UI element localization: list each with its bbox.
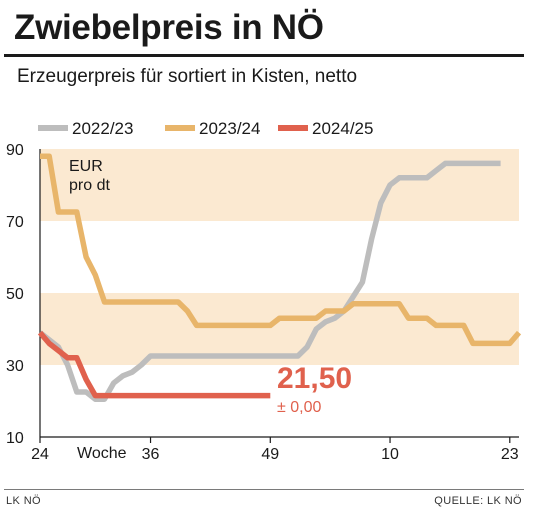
current-value-annotation: 21,50: [277, 362, 352, 395]
chart-title: Zwiebelpreis in NÖ: [14, 8, 324, 47]
y-tick-label: 50: [6, 286, 24, 303]
y-tick-label: 10: [6, 430, 24, 447]
legend-label: 2022/23: [72, 119, 133, 138]
shaded-bands: [40, 149, 519, 365]
band-0: [40, 149, 519, 221]
y-tick-label: 30: [6, 358, 24, 375]
x-axis-label: Woche: [77, 445, 127, 462]
unit-label-line1: EUR: [69, 158, 103, 175]
y-tick-label: 70: [6, 214, 24, 231]
x-tick-label: 49: [261, 446, 279, 463]
band-1: [40, 293, 519, 365]
series-line-2023-24: [40, 153, 522, 347]
series-lines: [37, 153, 522, 402]
x-tick-label: 24: [31, 446, 49, 463]
footer-rule: [4, 489, 524, 490]
footer-source-right: QUELLE: LK NÖ: [434, 495, 522, 507]
x-tick-label: 36: [142, 446, 160, 463]
line-chart: 10 30 50 70 90 24 36 49 10 23 2022/23 2023/24 2024…: [6, 119, 522, 463]
series-line-2024-25: [37, 330, 271, 399]
x-tick-label: 10: [381, 446, 399, 463]
title-rule: [4, 54, 524, 57]
series-line-2022-23: [38, 160, 501, 402]
legend-label: 2023/24: [199, 119, 260, 138]
chart-subtitle: Erzeugerpreis für sortiert in Kisten, ne…: [17, 66, 358, 87]
change-annotation: ± 0,00: [277, 399, 321, 416]
legend: 2022/23 2023/24 2024/25: [38, 119, 373, 138]
x-tick-label: 23: [501, 446, 519, 463]
chart-axes: [39, 149, 519, 438]
footer-source-left: LK NÖ: [6, 495, 42, 507]
y-axis-ticks: 10 30 50 70 90: [6, 142, 24, 447]
unit-label-line2: pro dt: [69, 177, 110, 194]
legend-label: 2024/25: [312, 119, 373, 138]
y-tick-label: 90: [6, 142, 24, 159]
x-axis-ticks: 24 36 49 10 23: [31, 437, 519, 463]
